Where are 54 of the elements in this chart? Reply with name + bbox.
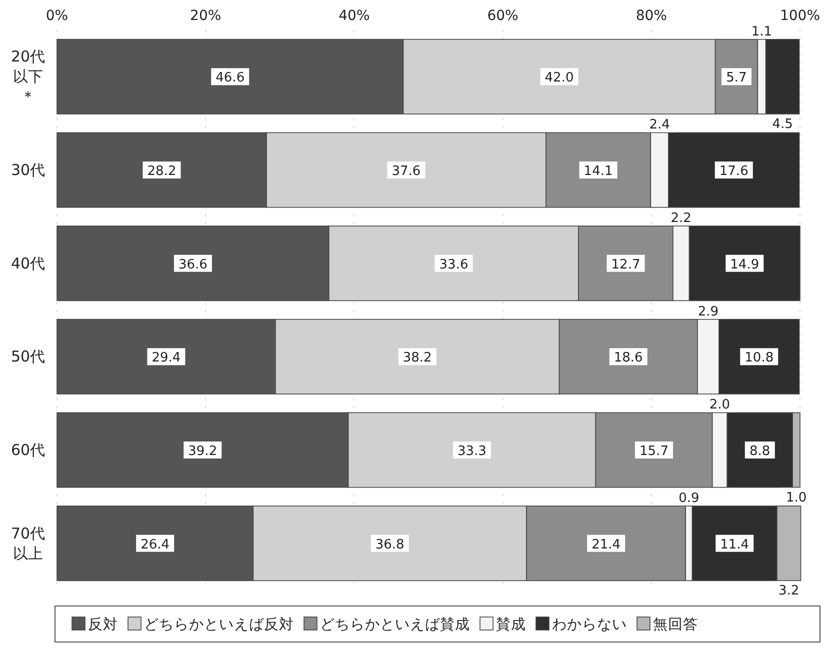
legend-item: 賛成 [480,616,526,633]
legend-label: 反対 [88,616,118,633]
data-label: 33.6 [439,257,468,272]
legend-label: 賛成 [496,616,526,633]
data-label: 28.2 [147,164,176,179]
data-label: 46.6 [216,70,245,86]
data-label: 2.0 [709,398,730,413]
y-tick-label: 70代以上 [10,524,46,562]
data-label: 36.8 [375,537,404,552]
data-label: 5.7 [726,70,747,86]
data-label: 39.2 [188,444,218,459]
data-label: 15.7 [640,444,668,459]
x-tick-label: 20% [190,8,222,24]
y-tick-label: 60代 [10,441,46,459]
data-label: 14.1 [584,164,613,179]
x-tick-label: 60% [487,8,518,24]
data-label: 2.2 [670,211,692,226]
data-label: 18.6 [614,350,643,366]
data-label: 0.9 [678,491,700,506]
legend-item: どちらかといえば賛成 [304,616,470,633]
data-label: 37.6 [392,164,421,179]
legend-item: 無回答 [636,616,698,633]
data-label: 11.4 [720,537,750,552]
data-label: 3.2 [778,584,800,599]
y-tick-label: 20代以下＊ [10,48,46,106]
legend-item: わからない [536,616,627,633]
data-label: 26.4 [140,537,170,552]
data-label: 42.0 [544,70,574,86]
x-tick-label: 0% [46,8,68,24]
legend-item: 反対 [72,616,118,633]
data-label: 14.9 [730,257,760,272]
data-label: 17.6 [719,164,748,179]
data-label: 21.4 [592,537,621,552]
data-label: 33.3 [457,444,486,459]
legend-label: 無回答 [653,616,698,633]
data-label: 1.0 [786,490,807,506]
x-tick-label: 100% [780,8,820,24]
data-label: 4.5 [772,117,793,132]
data-label: 12.7 [611,257,640,272]
x-tick-label: 80% [636,8,667,24]
y-tick-label: 30代 [10,161,46,179]
data-label: 10.8 [744,350,774,366]
data-label: 1.1 [751,24,772,40]
legend-item: どちらかといえば反対 [128,616,294,633]
data-label: 29.4 [152,350,181,366]
y-tick-label: 50代 [10,348,46,366]
data-label: 36.6 [178,257,208,272]
data-label: 8.8 [750,444,770,459]
data-label: 2.4 [649,118,670,133]
data-label: 2.9 [698,304,719,320]
y-tick-label: 40代 [10,254,46,272]
legend-label: わからない [552,617,627,633]
x-tick-label: 40% [338,8,370,24]
data-label: 38.2 [402,350,432,366]
